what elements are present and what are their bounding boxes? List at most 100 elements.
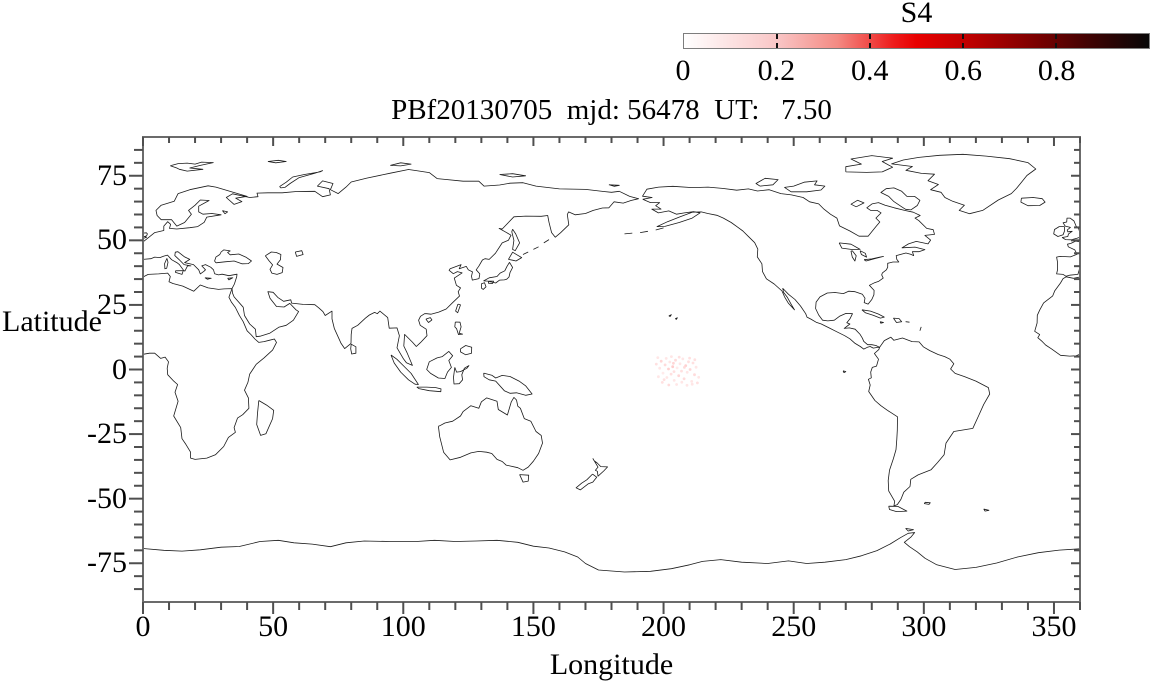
coastline-path [905, 528, 914, 532]
colorbar-tick-label: 0.4 [851, 54, 889, 87]
coastline-path [522, 251, 529, 255]
coastline-path [499, 173, 526, 178]
s4-point [668, 360, 672, 364]
coastline-path [861, 309, 885, 319]
coastline-path [483, 262, 513, 284]
coastline-path [919, 326, 922, 331]
coastline-path [264, 251, 284, 275]
coastline-path [888, 505, 908, 512]
coastline-path [1034, 276, 1081, 357]
s4-point [670, 355, 673, 358]
s4-point [663, 363, 667, 367]
colorbar-tick [869, 34, 871, 39]
s4-point [693, 358, 697, 362]
s4-point [693, 373, 696, 377]
x-tick-label: 100 [380, 610, 426, 643]
s4-data-points [654, 355, 701, 387]
x-axis-label: Longitude [549, 648, 674, 681]
s4-point [687, 360, 690, 364]
s4-point [683, 366, 686, 369]
coastline-path [204, 277, 212, 280]
colorbar-tick [776, 34, 778, 39]
s4-point [688, 356, 691, 360]
coastline-path [416, 386, 442, 393]
coastline-path [850, 250, 857, 262]
coastline-path [675, 317, 678, 320]
coastline-path [845, 155, 893, 173]
s4-point [675, 366, 679, 370]
coastline-path [891, 153, 1037, 215]
coastline-path [454, 321, 463, 335]
coastline-path [425, 317, 433, 323]
coastline-path [390, 354, 419, 385]
coastline-path [624, 232, 633, 235]
s4-point [667, 367, 670, 371]
plot-border [142, 136, 1081, 603]
s4-point [682, 377, 686, 381]
s4-point [656, 356, 660, 359]
coastline-path [868, 336, 991, 507]
y-tick-label: -75 [87, 546, 127, 580]
coastline-path [784, 180, 826, 193]
s4-point [667, 383, 671, 387]
colorbar-tick-label: 0.6 [944, 54, 982, 87]
s4-point [672, 379, 676, 382]
s4-point [672, 370, 676, 373]
s4-point [660, 381, 664, 384]
coastline-path [460, 345, 473, 356]
s4-point [662, 378, 666, 381]
y-tick-label: -50 [87, 481, 127, 515]
s4-point [680, 369, 683, 373]
plot-title: PBf20130705 mjd: 56478 UT: 7.50 [391, 94, 832, 126]
s4-point [694, 365, 698, 369]
s4-point [669, 372, 673, 376]
coastline-path [842, 370, 847, 373]
colorbar-title: S4 [900, 0, 933, 29]
colorbar-tick [1055, 43, 1057, 48]
coastline-path [519, 474, 530, 483]
coastline-path [350, 343, 357, 355]
s4-point [688, 368, 692, 371]
coastline-path [279, 170, 323, 189]
x-tick-label: 350 [1031, 610, 1077, 643]
coastline-path [438, 397, 543, 471]
coastline-path [879, 321, 884, 324]
y-tick-label: 75 [97, 158, 127, 192]
coastline-path [640, 230, 648, 233]
colorbar-tick [1055, 34, 1057, 39]
coastline-path [543, 239, 550, 244]
coastline-path [838, 242, 861, 250]
s4-point [661, 371, 665, 375]
coastline-path [483, 372, 533, 396]
coastline-path [142, 232, 148, 239]
coastline-path [175, 270, 184, 275]
colorbar-tick-label: 0 [675, 54, 691, 87]
s4-point [659, 359, 663, 363]
coastline-path [390, 162, 412, 167]
coastline-path [1053, 226, 1065, 237]
coastline-path [1056, 240, 1081, 277]
s4-point [685, 383, 689, 387]
s4-point [685, 370, 689, 374]
s4-point [657, 375, 660, 379]
colorbar-tick-label: 0.2 [757, 54, 796, 87]
coastline-path [859, 250, 867, 258]
s4-point [697, 375, 701, 379]
x-tick-label: 300 [901, 610, 947, 643]
coastline-path [426, 351, 454, 379]
coastlines [142, 153, 1081, 573]
s4-point [675, 383, 678, 386]
coastline-path [608, 184, 620, 187]
coastline-path [924, 501, 931, 505]
coastline-path [863, 255, 884, 262]
s4-point [677, 355, 681, 359]
s4-point [658, 366, 662, 370]
coastline-path [893, 317, 903, 323]
s4-point [674, 358, 677, 362]
colorbar-tick [962, 34, 964, 39]
coastline-path [294, 250, 304, 257]
s4-point [678, 362, 682, 366]
x-tick-label: 0 [135, 610, 151, 643]
